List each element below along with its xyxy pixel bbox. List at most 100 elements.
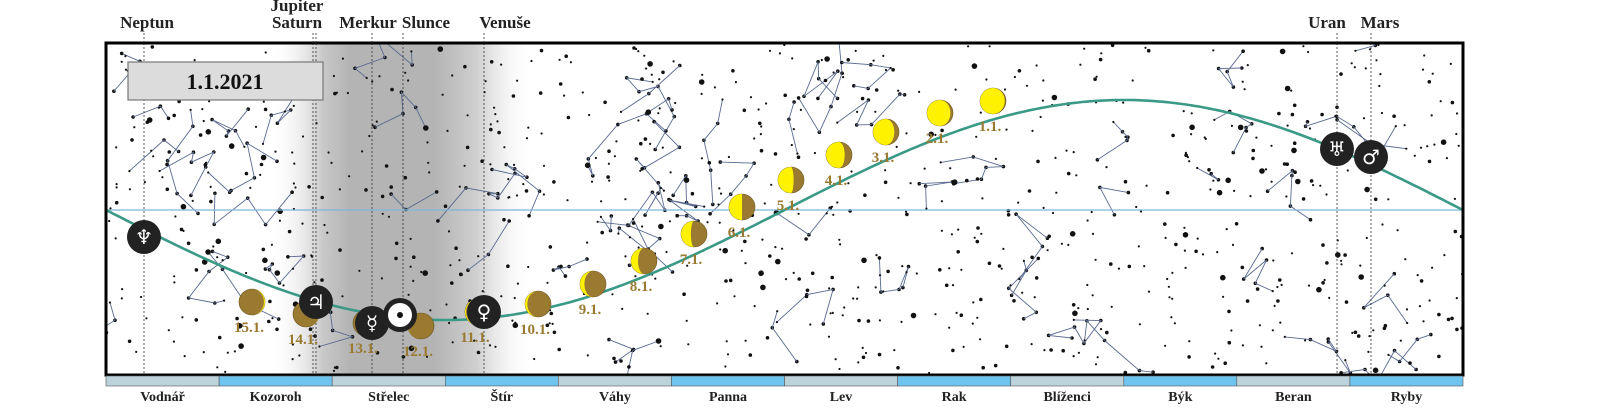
star: [1135, 205, 1138, 209]
star: [1453, 229, 1458, 234]
star: [1446, 317, 1451, 322]
constellation-line: [771, 311, 798, 362]
star: [1272, 259, 1275, 262]
star: [511, 319, 514, 322]
star: [753, 305, 756, 308]
star: [262, 100, 265, 103]
star: [878, 319, 882, 322]
star: [1295, 178, 1301, 185]
star: [380, 277, 383, 280]
star: [489, 123, 492, 126]
star: [1077, 307, 1080, 310]
star: [114, 200, 119, 205]
star: [489, 60, 494, 64]
star: [759, 273, 762, 277]
star: [224, 370, 227, 373]
star: [831, 311, 834, 314]
star: [514, 321, 517, 324]
star: [1270, 180, 1273, 183]
star: [238, 343, 244, 349]
star: [875, 254, 878, 257]
star: [333, 366, 336, 369]
star: [298, 354, 301, 357]
constellation-line: [187, 250, 229, 304]
star: [530, 59, 533, 63]
moon-phase: [524, 290, 552, 318]
star: [997, 264, 1002, 268]
star: [988, 45, 991, 48]
star: [1290, 112, 1295, 117]
star: [1292, 103, 1297, 108]
star: [502, 217, 506, 222]
star: [1207, 168, 1211, 172]
constellation-line: [207, 142, 278, 193]
star: [882, 54, 885, 58]
star: [621, 307, 624, 310]
star: [527, 214, 531, 218]
star: [726, 353, 730, 356]
star: [1325, 193, 1328, 196]
star: [639, 141, 643, 146]
star: [1223, 361, 1227, 366]
star: [493, 106, 496, 109]
star: [724, 365, 727, 368]
star: [1123, 179, 1128, 184]
star: [1433, 143, 1436, 146]
star: [632, 46, 636, 50]
star: [1231, 243, 1235, 246]
star: [429, 309, 432, 312]
star: [1251, 156, 1255, 161]
constellation-line: [132, 105, 169, 119]
star: [1321, 243, 1325, 247]
star: [973, 236, 976, 239]
star: [451, 341, 454, 344]
star: [1356, 334, 1361, 338]
star: [975, 239, 980, 244]
star: [649, 142, 652, 145]
star: [120, 297, 123, 300]
star: [1428, 299, 1431, 302]
star: [566, 199, 569, 202]
star: [375, 120, 378, 123]
star: [425, 355, 429, 358]
star: [291, 358, 294, 361]
star: [1450, 316, 1454, 321]
star: [198, 133, 203, 137]
star: [828, 287, 831, 290]
star: [1163, 222, 1167, 226]
constellation-line: [1015, 213, 1048, 280]
star: [260, 154, 267, 161]
moon-phase: [728, 193, 756, 221]
sun-icon: [383, 298, 417, 332]
moon-date-label: 4.1.: [825, 173, 848, 189]
star: [727, 155, 731, 159]
star: [1325, 261, 1329, 265]
star: [542, 164, 546, 167]
star: [348, 175, 351, 178]
star: [599, 215, 603, 218]
star: [1171, 297, 1174, 300]
star: [552, 330, 557, 335]
constellation-line: [265, 255, 305, 284]
star: [1184, 266, 1187, 269]
star: [476, 350, 481, 355]
star: [884, 68, 888, 72]
star: [1210, 365, 1215, 369]
star: [734, 81, 738, 84]
star: [1189, 124, 1195, 131]
star: [282, 284, 285, 287]
star: [538, 91, 543, 95]
star: [874, 110, 877, 113]
star: [465, 145, 470, 150]
star: [412, 255, 416, 259]
star: [1455, 132, 1458, 136]
zodiac-segment: [557, 375, 672, 387]
star: [829, 312, 832, 315]
star: [1284, 85, 1291, 92]
star: [1273, 304, 1276, 307]
star: [1286, 124, 1289, 127]
star: [267, 319, 271, 324]
star: [765, 102, 768, 105]
star: [1343, 253, 1347, 257]
star: [506, 264, 510, 269]
